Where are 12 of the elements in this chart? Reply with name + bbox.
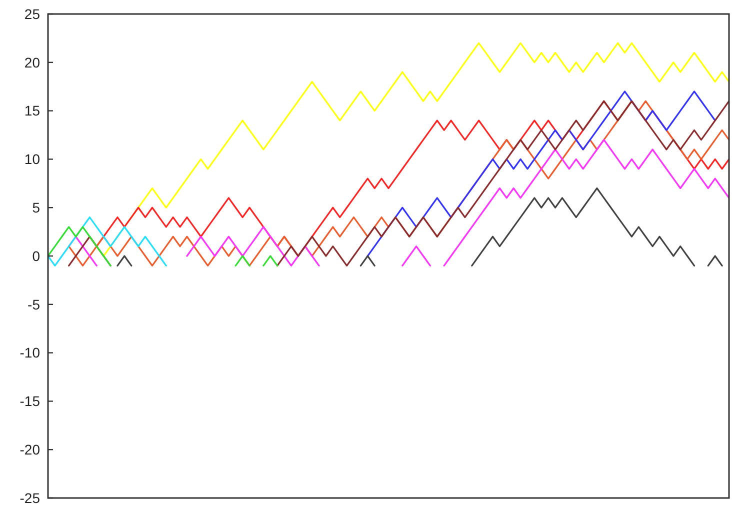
y-tick-label: 10	[24, 151, 40, 168]
y-tick-label: 0	[32, 248, 40, 264]
y-tick-label: 20	[24, 54, 40, 70]
y-tick-label: -20	[20, 442, 40, 458]
y-tick-label: 15	[24, 102, 40, 119]
y-tick-label: 25	[24, 6, 40, 22]
y-tick-label: -15	[20, 393, 40, 410]
line-series	[48, 216, 167, 266]
y-tick-label: 5	[32, 200, 40, 216]
y-tick-label: -25	[20, 490, 40, 506]
y-tick-label: -10	[20, 344, 40, 361]
y-tick-label: -5	[28, 296, 40, 312]
